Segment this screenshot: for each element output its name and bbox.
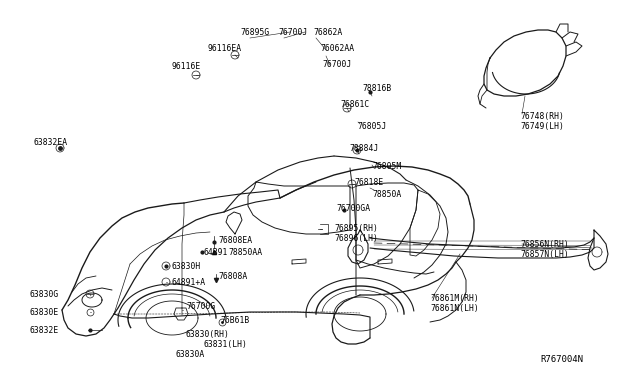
Text: 76B61B: 76B61B [220, 316, 249, 325]
Text: 63830G: 63830G [30, 290, 60, 299]
Text: 78816B: 78816B [362, 84, 391, 93]
Text: 76700J: 76700J [278, 28, 307, 37]
Text: 63832EA: 63832EA [34, 138, 68, 147]
Text: 78850A: 78850A [372, 190, 401, 199]
Text: 76895(RH): 76895(RH) [334, 224, 378, 233]
Text: 63830H: 63830H [172, 262, 201, 271]
Text: 76749(LH): 76749(LH) [520, 122, 564, 131]
Text: 64B91: 64B91 [204, 248, 228, 257]
Text: 76808A: 76808A [218, 272, 247, 281]
Text: 76748(RH): 76748(RH) [520, 112, 564, 121]
Text: 96116EA: 96116EA [208, 44, 242, 53]
Text: 76862A: 76862A [313, 28, 342, 37]
Text: 76861N(LH): 76861N(LH) [430, 304, 479, 313]
Text: 76895G: 76895G [240, 28, 269, 37]
Text: 96116E: 96116E [172, 62, 201, 71]
Text: 76805M: 76805M [372, 162, 401, 171]
Text: 76808EA: 76808EA [218, 236, 252, 245]
Text: 64891+A: 64891+A [172, 278, 206, 287]
Text: 76700G: 76700G [186, 302, 215, 311]
Text: 76861M(RH): 76861M(RH) [430, 294, 479, 303]
Text: 76700GA: 76700GA [336, 204, 370, 213]
Text: 63830E: 63830E [30, 308, 60, 317]
Text: 76062AA: 76062AA [320, 44, 354, 53]
Text: 63830(RH): 63830(RH) [186, 330, 230, 339]
Text: 78884J: 78884J [349, 144, 378, 153]
Text: 63832E: 63832E [30, 326, 60, 335]
Text: 63830A: 63830A [176, 350, 205, 359]
Text: 76856N(RH): 76856N(RH) [520, 240, 569, 249]
Text: 78850AA: 78850AA [228, 248, 262, 257]
Text: 76805J: 76805J [357, 122, 387, 131]
Text: 76861C: 76861C [340, 100, 369, 109]
Text: 76896(LH): 76896(LH) [334, 234, 378, 243]
Text: R767004N: R767004N [540, 355, 583, 364]
Text: 76818E: 76818E [354, 178, 383, 187]
Text: 63831(LH): 63831(LH) [204, 340, 248, 349]
Text: 76700J: 76700J [322, 60, 351, 69]
Text: 76857N(LH): 76857N(LH) [520, 250, 569, 259]
